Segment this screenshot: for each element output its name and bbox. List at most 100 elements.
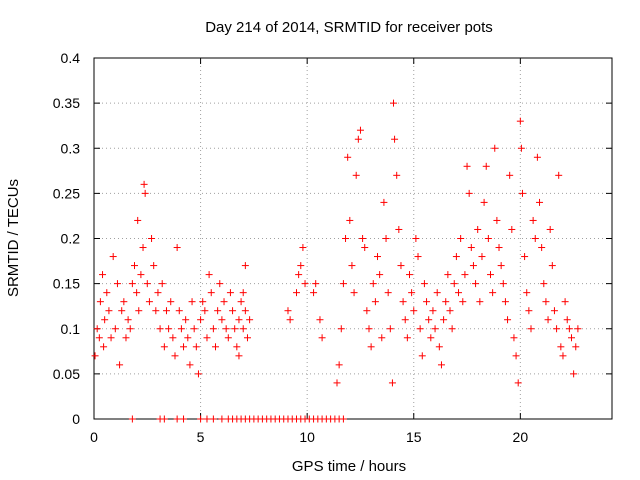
data-point [100, 343, 108, 351]
data-point [224, 334, 232, 342]
data-point [235, 316, 243, 324]
data-point [284, 307, 292, 315]
y-tick-label: 0.15 [53, 276, 80, 292]
data-point [442, 298, 450, 306]
data-point [128, 415, 136, 423]
data-point [374, 253, 382, 261]
data-point [420, 280, 428, 288]
data-point [344, 153, 352, 161]
data-point [182, 316, 190, 324]
data-point [171, 352, 179, 360]
data-point [405, 271, 413, 279]
data-point [416, 325, 424, 333]
data-point [235, 352, 243, 360]
data-point [339, 415, 347, 423]
data-point [401, 316, 409, 324]
y-tick-label: 0.2 [61, 231, 81, 247]
data-point [124, 316, 132, 324]
data-point [361, 244, 369, 252]
data-point [463, 162, 471, 170]
data-point [135, 307, 143, 315]
data-point [455, 289, 463, 297]
data-point [301, 280, 309, 288]
data-point [570, 370, 578, 378]
y-tick-label: 0.1 [61, 321, 81, 337]
data-point [143, 280, 151, 288]
y-tick-label: 0.35 [53, 95, 80, 111]
data-point [188, 298, 196, 306]
x-tick-label: 20 [513, 429, 529, 445]
data-point [96, 298, 104, 306]
data-point [173, 415, 181, 423]
data-point [156, 325, 164, 333]
data-point [446, 307, 454, 315]
data-point [318, 334, 326, 342]
data-point [197, 316, 205, 324]
x-tick-label: 0 [90, 429, 98, 445]
data-point [414, 253, 422, 261]
data-point [203, 415, 211, 423]
data-point [312, 280, 320, 288]
data-point [544, 316, 552, 324]
data-point [412, 235, 420, 242]
data-point [239, 289, 247, 297]
data-point [399, 298, 407, 306]
data-point [557, 343, 565, 351]
data-point [553, 325, 561, 333]
data-point [95, 334, 103, 342]
data-point [297, 262, 305, 270]
data-point [561, 298, 569, 306]
data-point [518, 189, 526, 197]
data-point [207, 289, 215, 297]
data-point [448, 325, 456, 333]
y-tick-label: 0.3 [61, 140, 81, 156]
x-tick-label: 10 [299, 429, 315, 445]
data-point [128, 280, 136, 288]
data-point [134, 216, 142, 224]
data-point [512, 352, 520, 360]
data-point [133, 289, 141, 297]
data-point [175, 307, 183, 315]
data-point [550, 307, 558, 315]
data-point [91, 352, 99, 360]
data-point [469, 262, 477, 270]
data-point [209, 415, 217, 423]
data-point [101, 316, 109, 324]
data-point [397, 262, 405, 270]
data-point [222, 325, 230, 333]
data-point [145, 298, 153, 306]
data-point [567, 334, 575, 342]
data-point [359, 235, 367, 242]
data-point [109, 253, 117, 261]
data-point [508, 225, 516, 233]
data-point [199, 298, 207, 306]
data-point [459, 298, 467, 306]
chart-title: Day 214 of 2014, SRMTID for receiver pot… [205, 19, 493, 36]
data-point [425, 316, 433, 324]
data-point [514, 379, 522, 387]
data-point [517, 144, 525, 152]
data-point [467, 244, 475, 252]
data-point [369, 280, 377, 288]
data-point [113, 280, 121, 288]
y-tick-label: 0 [72, 411, 80, 427]
data-point [499, 280, 507, 288]
data-point [461, 271, 469, 279]
data-point [131, 262, 139, 270]
data-point [154, 289, 162, 297]
data-points [91, 99, 582, 423]
data-point [177, 325, 185, 333]
x-tick-label: 5 [197, 429, 205, 445]
data-point [126, 325, 134, 333]
data-point [218, 316, 226, 324]
data-point [386, 325, 394, 333]
data-point [384, 289, 392, 297]
data-point [180, 415, 188, 423]
data-point [140, 180, 148, 188]
data-point [335, 361, 343, 369]
data-point [352, 171, 360, 179]
data-point [452, 253, 460, 261]
data-point [226, 289, 234, 297]
data-point [536, 198, 544, 206]
